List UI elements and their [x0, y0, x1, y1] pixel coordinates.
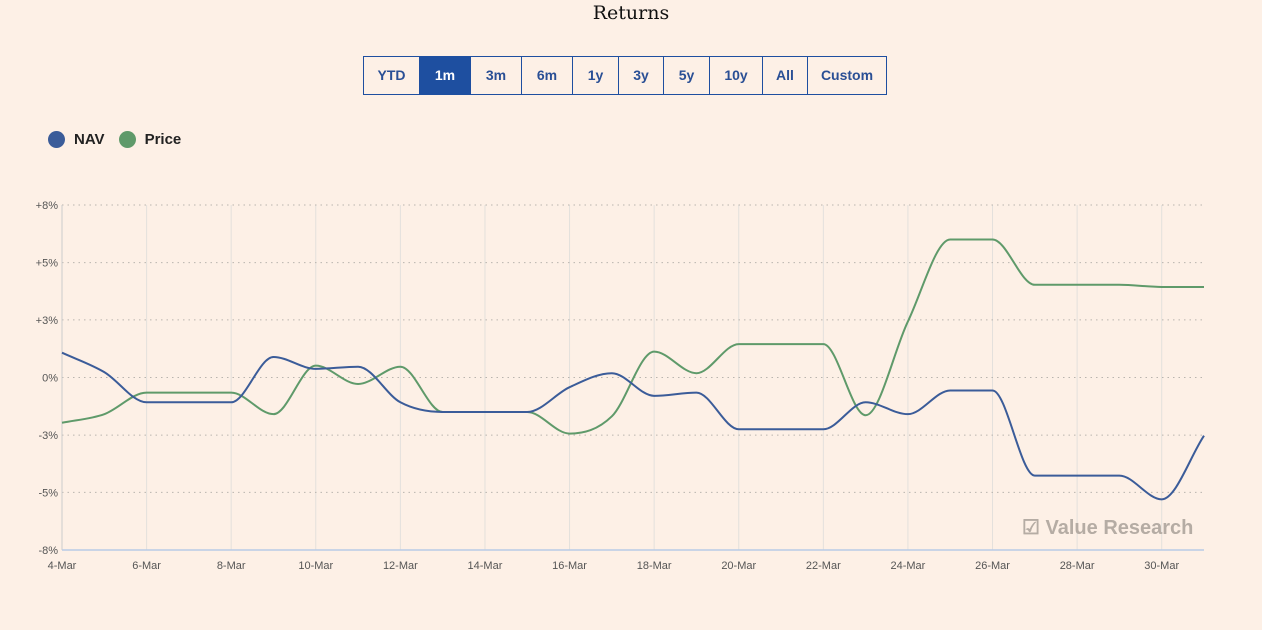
period-tabs: YTD 1m 3m 6m 1y 3y 5y 10y All Custom: [363, 56, 887, 95]
tab-3y[interactable]: 3y: [619, 57, 664, 94]
tab-3m[interactable]: 3m: [471, 57, 522, 94]
x-tick-label: 10-Mar: [298, 560, 333, 572]
watermark: ☑ Value Research: [1022, 515, 1193, 540]
x-tick-label: 30-Mar: [1144, 560, 1179, 572]
nav-dot-icon: [48, 131, 65, 148]
tab-10y[interactable]: 10y: [710, 57, 763, 94]
y-tick-label: +8%: [36, 200, 59, 212]
x-tick-label: 26-Mar: [975, 560, 1010, 572]
y-tick-label: -8%: [38, 545, 58, 557]
legend-price[interactable]: Price: [118, 131, 182, 148]
tab-all[interactable]: All: [763, 57, 808, 94]
tab-1y[interactable]: 1y: [573, 57, 619, 94]
series-line-price: [61, 238, 1204, 435]
y-tick-label: +5%: [36, 258, 59, 270]
x-tick-label: 6-Mar: [132, 560, 161, 572]
x-tick-label: 8-Mar: [217, 560, 246, 572]
legend-nav-label: NAV: [74, 131, 105, 148]
x-tick-label: 14-Mar: [468, 560, 503, 572]
x-tick-label: 28-Mar: [1060, 560, 1095, 572]
checkbox-icon: ☑: [1022, 517, 1040, 539]
price-dot-icon: [118, 131, 136, 148]
x-tick-label: 24-Mar: [891, 560, 926, 572]
legend-price-label: Price: [144, 131, 182, 148]
y-tick-label: -5%: [38, 487, 58, 499]
tab-ytd[interactable]: YTD: [364, 57, 420, 94]
legend: NAV Price: [48, 131, 195, 148]
x-tick-label: 16-Mar: [552, 560, 587, 572]
chart-title: Returns: [592, 2, 670, 24]
x-tick-label: 18-Mar: [637, 560, 672, 572]
x-tick-label: 4-Mar: [48, 560, 77, 572]
tab-1m[interactable]: 1m: [420, 57, 471, 94]
legend-nav[interactable]: NAV: [48, 131, 105, 148]
y-tick-label: -3%: [38, 430, 58, 442]
watermark-text: Value Research: [1045, 517, 1194, 539]
tab-5y[interactable]: 5y: [664, 57, 710, 94]
y-tick-label: 0%: [42, 373, 58, 385]
tab-6m[interactable]: 6m: [522, 57, 573, 94]
tab-custom[interactable]: Custom: [820, 67, 874, 83]
x-tick-label: 22-Mar: [806, 560, 841, 572]
series-line-nav: [61, 351, 1205, 501]
x-tick-label: 12-Mar: [383, 560, 418, 572]
x-tick-label: 20-Mar: [721, 560, 756, 572]
y-tick-label: +3%: [36, 315, 59, 327]
